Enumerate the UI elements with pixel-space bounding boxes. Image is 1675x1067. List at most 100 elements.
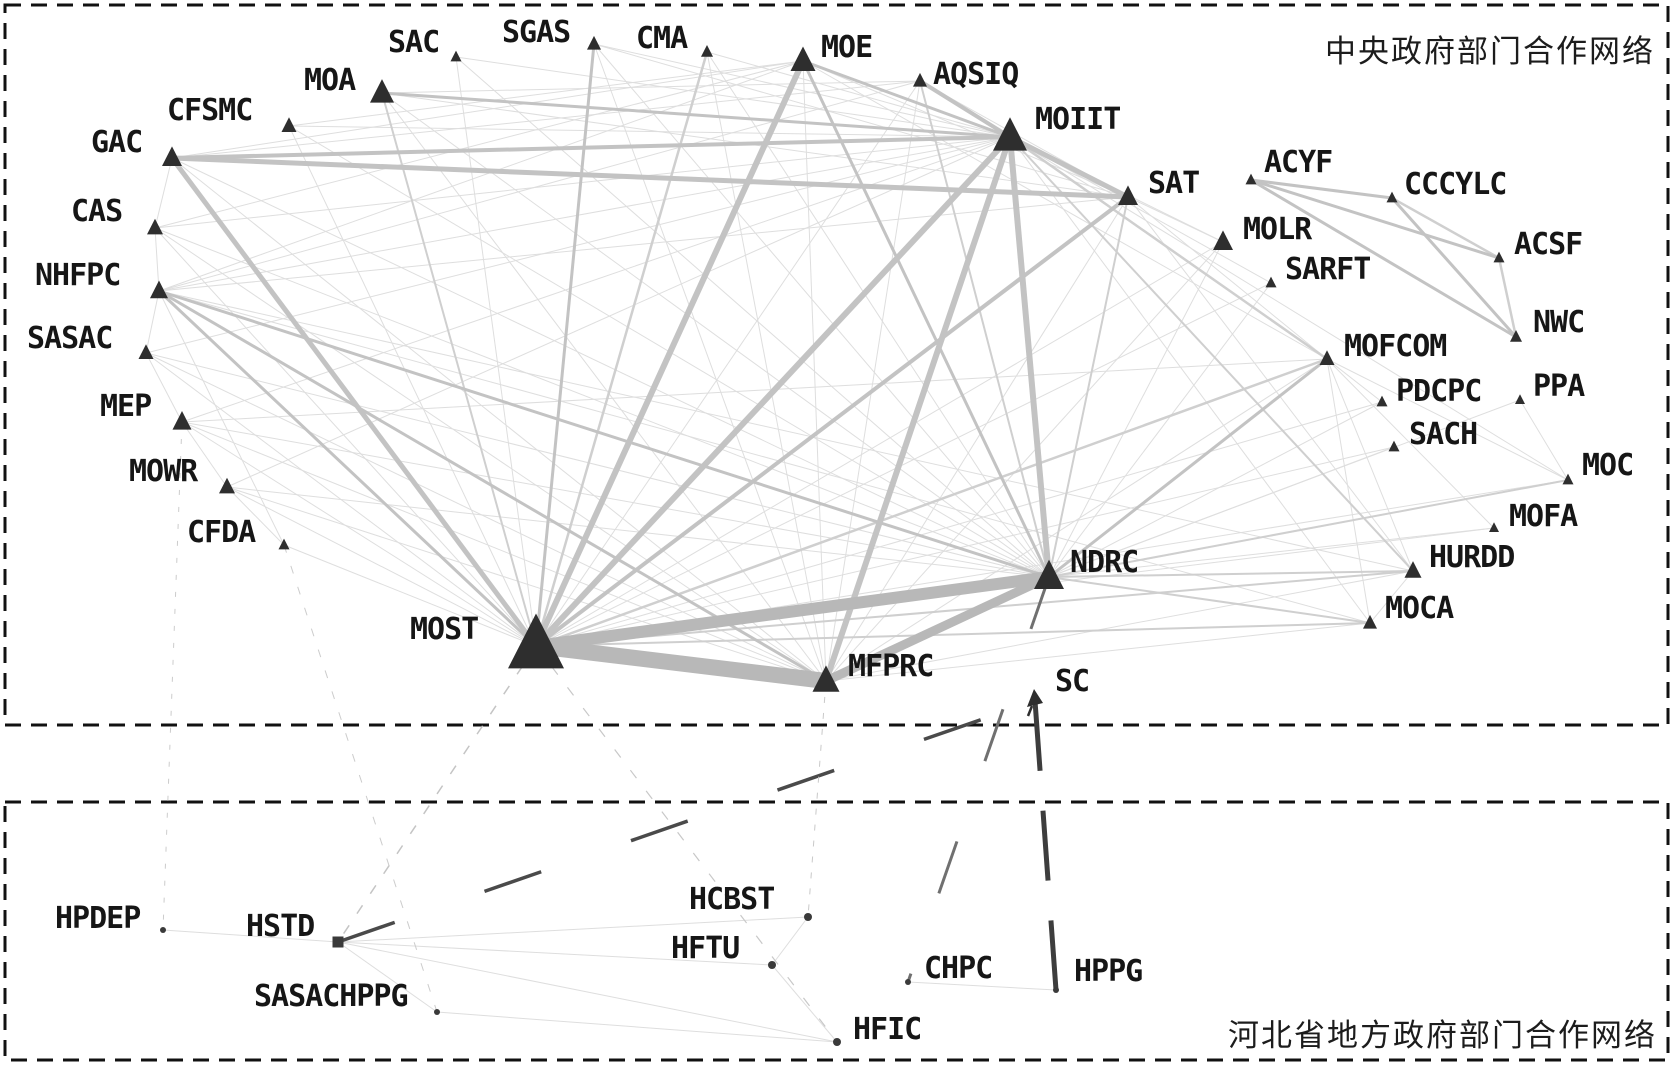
label-SGAS: SGAS	[502, 15, 570, 50]
edge-AQSIQ-MOST	[535, 80, 921, 647]
edge-SAT-HURDD	[1127, 196, 1414, 572]
edge-SAC-NDRC	[455, 56, 1050, 578]
edge-PPA-MOC	[1519, 399, 1569, 481]
cross-edge-MOST-HFIC	[535, 645, 838, 1043]
node-NDRC	[1034, 559, 1064, 589]
node-CAS	[147, 218, 163, 235]
node-HCBST	[804, 913, 812, 921]
edge-AQSIQ-MFPRC	[825, 80, 921, 682]
node-ACSF	[1493, 251, 1505, 263]
edge-SAT-MOFCOM	[1127, 196, 1328, 360]
node-SASACHPPG	[434, 1009, 440, 1015]
label-MOFCOM: MOFCOM	[1344, 329, 1446, 364]
edge-MOA-AQSIQ	[381, 80, 921, 94]
edge-MOLR-NDRC	[1048, 241, 1224, 578]
edge-SASACHPPG-HFIC	[436, 1011, 838, 1043]
node-HPPG	[1053, 987, 1059, 993]
edge-HURDD-MFPRC	[825, 570, 1414, 682]
edge-MOFCOM-HURDD	[1326, 358, 1414, 572]
label-NHFPC: NHFPC	[35, 258, 120, 293]
node-MOST	[508, 613, 564, 669]
node-CFDA	[278, 538, 290, 550]
label-SASACHPPG: SASACHPPG	[254, 979, 408, 1014]
edge-GAC-SAT	[171, 155, 1129, 200]
edge-AQSIQ-MOIIT	[918, 79, 1012, 139]
edge-NDRC-MOC	[1048, 479, 1569, 578]
edge-HPDEP-HSTD	[162, 929, 339, 943]
edge-MEP-MOWR	[181, 421, 228, 488]
edge-MOE-NDRC	[801, 60, 1051, 578]
edge-CFDA-NHFPC	[158, 290, 285, 546]
edge-CCCYLC-ACSF	[1391, 196, 1500, 260]
node-SGAS	[587, 35, 601, 50]
label-HPDEP: HPDEP	[55, 901, 140, 936]
edge-NDRC-HURDD	[1048, 570, 1414, 578]
edge-MOCA-MFPRC	[825, 622, 1371, 682]
node-SAT	[1118, 185, 1138, 205]
edge-MEP-MOST	[181, 421, 537, 647]
edge-SARFT-NDRC	[1048, 282, 1272, 578]
label-MEP: MEP	[100, 389, 151, 424]
central-network-box	[3, 3, 1670, 727]
edge-PDCPC-MOST	[535, 401, 1383, 647]
edge-SASAC-MEP	[145, 352, 183, 423]
label-SASAC: SASAC	[27, 321, 112, 356]
edge-CAS-NHFPC	[154, 227, 160, 292]
edge-SASAC-MOIIT	[145, 136, 1011, 354]
edge-HSTD-HFIC	[337, 941, 838, 1043]
edge-CMA-MOIIT	[706, 51, 1011, 138]
node-PPA	[1515, 394, 1525, 404]
edge-MOST-MFPRC	[535, 638, 827, 689]
edge-SGAS-SAT	[593, 43, 1129, 198]
node-HURDD	[1404, 561, 1422, 578]
edge-SACH-NDRC	[1048, 446, 1395, 578]
label-HCBST: HCBST	[689, 882, 774, 917]
edge-MOFCOM-MFPRC	[825, 358, 1328, 682]
edge-HSTD-HFTU	[337, 941, 773, 966]
label-PPA: PPA	[1533, 369, 1585, 404]
node-ACYF	[1245, 173, 1257, 185]
edge-AQSIQ-NDRC	[919, 80, 1050, 578]
node-CMA	[701, 45, 713, 57]
edge-NDRC-MOFCOM	[1048, 357, 1328, 579]
edge-MOST-MOFCOM	[535, 357, 1328, 648]
node-MEP	[172, 410, 192, 430]
node-HPDEP	[160, 927, 166, 933]
edge-SGAS-MOST	[534, 43, 596, 647]
edge-MOFCOM-PDCPC	[1326, 358, 1383, 403]
label-PDCPC: PDCPC	[1396, 374, 1481, 409]
label-ACYF: ACYF	[1264, 145, 1332, 180]
edge-CCCYLC-NWC	[1390, 197, 1518, 338]
edge-NHFPC-SASAC	[145, 290, 160, 354]
edge-MOFCOM-MOCA	[1326, 358, 1371, 624]
label-MFPRC: MFPRC	[848, 649, 933, 684]
node-NWC	[1510, 330, 1522, 342]
edge-MOST-SAT	[534, 195, 1130, 648]
label-AQSIQ: AQSIQ	[933, 57, 1018, 92]
label-SAT: SAT	[1148, 166, 1199, 201]
edge-GAC-MOE	[171, 60, 804, 159]
node-MOLR	[1213, 230, 1233, 250]
edge-MOST-MOCA	[535, 622, 1371, 647]
node-MOIIT	[993, 117, 1027, 151]
edge-MOE-SAT	[802, 60, 1129, 198]
node-NHFPC	[150, 280, 168, 299]
label-HSTD: HSTD	[246, 909, 314, 944]
label-MOA: MOA	[304, 63, 356, 98]
edge-MOST-NDRC	[535, 571, 1050, 652]
local-network-title: 河北省地方政府部门合作网络	[1228, 1018, 1657, 1054]
node-PDCPC	[1376, 395, 1388, 407]
edge-MOWR-MOIIT	[226, 136, 1011, 488]
edge-NHFPC-SAT	[158, 196, 1129, 292]
edge-GAC-NDRC	[171, 157, 1050, 578]
edge-MOFA-NDRC	[1048, 527, 1495, 578]
edge-NHFPC-MOIIT	[158, 136, 1011, 292]
label-HURDD: HURDD	[1429, 540, 1514, 575]
edge-MOA-MFPRC	[381, 92, 827, 682]
label-NDRC: NDRC	[1070, 545, 1138, 580]
label-HFIC: HFIC	[853, 1012, 921, 1047]
edge-MOE-MOIIT	[802, 59, 1011, 139]
label-MOCA: MOCA	[1385, 591, 1454, 626]
node-MOE	[790, 46, 816, 71]
